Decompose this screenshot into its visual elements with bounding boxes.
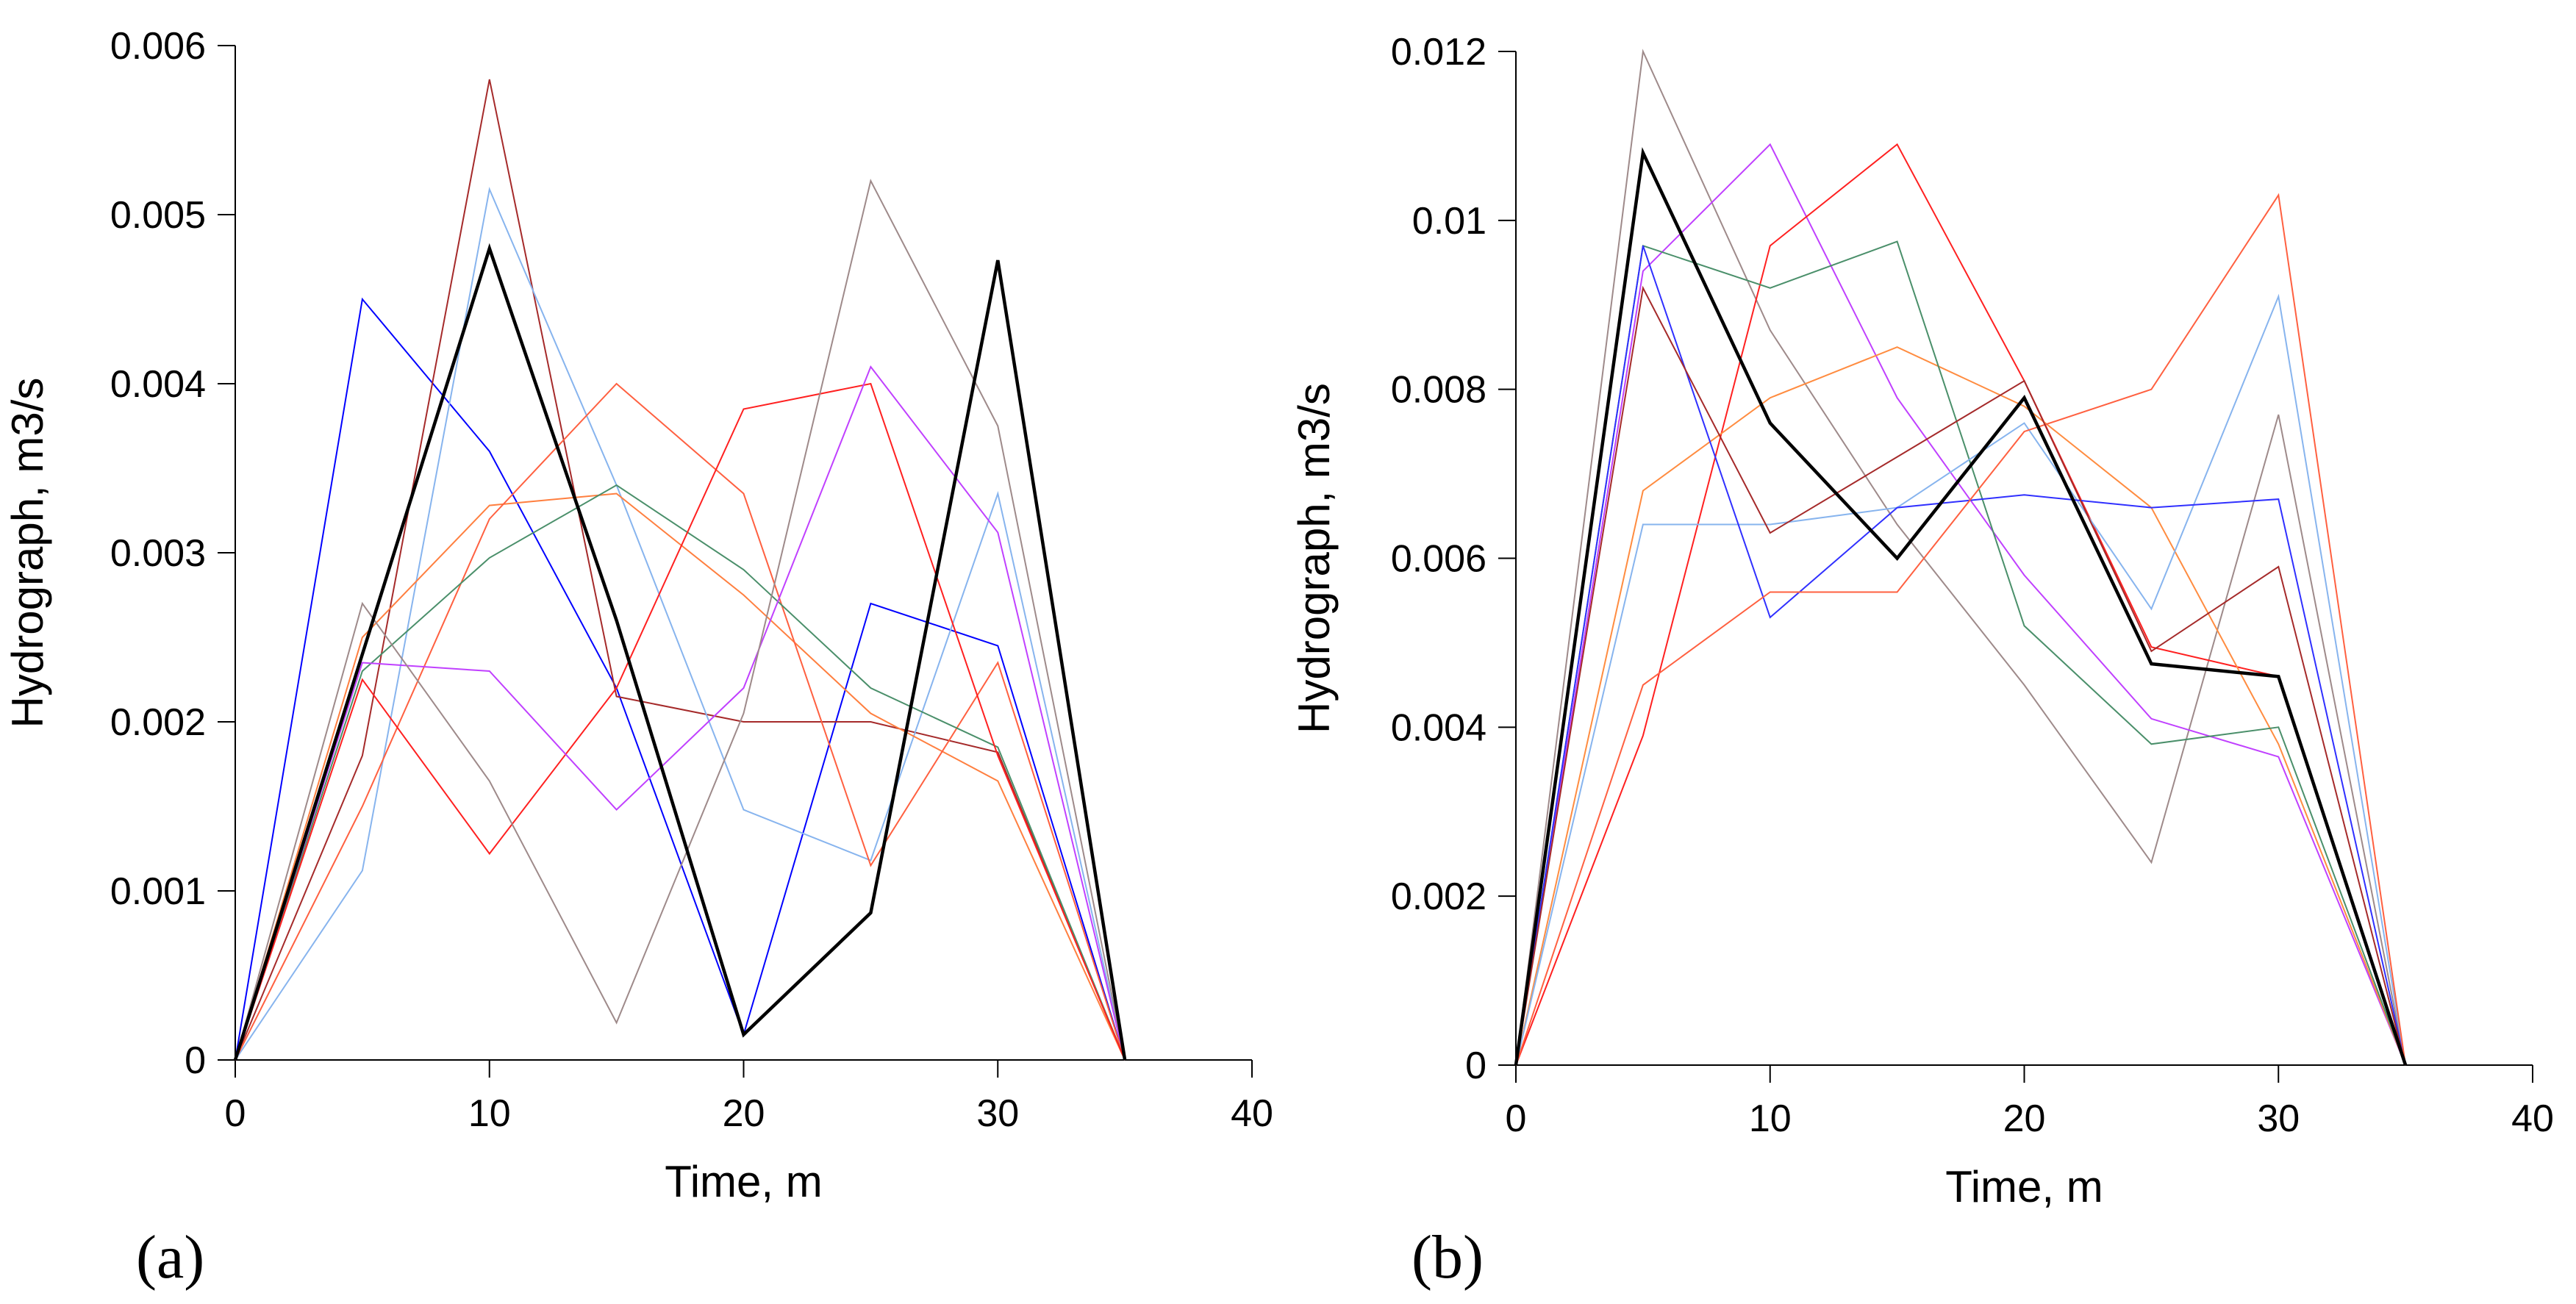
x-tick-label: 40 xyxy=(1231,1092,1273,1135)
chart-panel-a: 0 0.001 0.002 0.003 0.004 0.005 0.006 0 10 20 30 40… xyxy=(3,25,1273,1292)
y-tick-label: 0.002 xyxy=(110,701,206,744)
series-line-light-blue xyxy=(1515,293,2407,1066)
y-tick-label: 0.01 xyxy=(1412,200,1486,243)
series-line-green xyxy=(235,484,1126,1061)
y-tick-label: 0.006 xyxy=(110,25,206,68)
y-tick-label: 0.004 xyxy=(1391,706,1486,749)
series-line-gray xyxy=(1515,49,2407,1066)
series-line-green xyxy=(1515,240,2407,1066)
y-tick-label: 0.002 xyxy=(1391,875,1486,918)
series-line-magenta xyxy=(235,365,1126,1061)
x-tick-label: 30 xyxy=(976,1092,1019,1135)
series-line-red xyxy=(235,382,1126,1061)
series-line-red xyxy=(1515,143,2407,1066)
x-tick-label: 20 xyxy=(2003,1097,2046,1140)
y-tick-label: 0.005 xyxy=(110,194,206,237)
series-line-gray xyxy=(235,179,1126,1061)
y-axis-label: Hydrograph, m3/s xyxy=(1289,383,1339,734)
y-tick-label: 0.006 xyxy=(1391,538,1486,581)
panel-label: (b) xyxy=(1412,1223,1484,1292)
series-line-coral xyxy=(1515,193,2407,1066)
x-tick-label: 0 xyxy=(225,1092,246,1135)
y-tick-label: 0 xyxy=(185,1039,206,1082)
chart-panel-b: 0 0.002 0.004 0.006 0.008 0.01 0.012 0 10 20 30 40 T… xyxy=(1289,31,2554,1292)
series-line-black xyxy=(233,243,1127,1061)
series-line-coral xyxy=(235,382,1126,1061)
panel-label: (a) xyxy=(136,1223,204,1292)
x-axis-label: Time, m xyxy=(1945,1162,2103,1211)
y-tick-label: 0.012 xyxy=(1391,31,1486,74)
y-tick-label: 0.001 xyxy=(110,870,206,913)
x-tick-label: 10 xyxy=(1749,1097,1792,1140)
series-line-blue xyxy=(1515,245,2407,1066)
y-tick-label: 0 xyxy=(1465,1045,1486,1087)
x-axis-label: Time, m xyxy=(665,1157,822,1206)
x-tick-label: 0 xyxy=(1506,1097,1527,1140)
series-line-black xyxy=(1514,147,2408,1066)
x-tick-label: 20 xyxy=(723,1092,765,1135)
series-line-magenta xyxy=(1515,143,2407,1066)
x-tick-label: 30 xyxy=(2257,1097,2300,1140)
series-line-orange xyxy=(1515,346,2407,1066)
y-tick-label: 0.004 xyxy=(110,363,206,406)
series-line-blue xyxy=(235,297,1126,1061)
series-line-orange xyxy=(235,492,1126,1061)
x-tick-label: 40 xyxy=(2511,1097,2554,1140)
y-tick-label: 0.003 xyxy=(110,532,206,575)
y-tick-label: 0.008 xyxy=(1391,369,1486,412)
y-axis-label: Hydrograph, m3/s xyxy=(3,378,52,728)
series-line-dark-red xyxy=(1515,285,2407,1066)
x-tick-label: 10 xyxy=(468,1092,511,1135)
series-line-dark-red xyxy=(235,79,1126,1061)
